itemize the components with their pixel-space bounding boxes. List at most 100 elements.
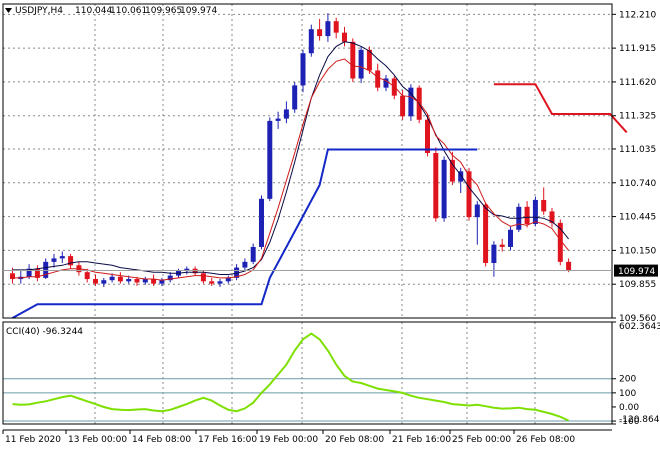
time-tick-label: 17 Feb 16:00 <box>198 435 257 445</box>
candle-body <box>449 159 455 182</box>
time-tick-label: 21 Feb 16:00 <box>392 435 451 445</box>
candles <box>10 13 572 288</box>
candle-body <box>159 280 165 284</box>
candle-body <box>366 49 372 71</box>
cci-tick-label: 100 <box>619 389 636 399</box>
time-tick-label: 14 Feb 08:00 <box>132 435 191 445</box>
candle-body <box>541 199 547 212</box>
ohlc-low: 109.965 <box>145 6 182 16</box>
current-price-tag <box>614 264 658 277</box>
candle-body <box>225 277 231 282</box>
pane-frames <box>2 3 613 431</box>
cci-level-lines <box>3 378 612 422</box>
candle-body <box>200 273 206 282</box>
candle-body <box>350 41 356 79</box>
cci-label: CCI(40) -96.3244 <box>6 327 83 337</box>
candle-body <box>93 279 98 284</box>
price-tick-label: 110.740 <box>619 179 656 189</box>
candle-body <box>566 261 572 272</box>
candle-body <box>184 268 190 272</box>
candle-body <box>43 261 49 278</box>
cci-tick-label: -120.8646 <box>619 415 660 425</box>
candle-body <box>499 244 505 247</box>
candle-body <box>142 279 148 283</box>
candle-body <box>532 199 538 225</box>
candle-body <box>458 171 464 182</box>
candle-body <box>68 256 74 266</box>
candle-body <box>491 244 497 263</box>
candle-body <box>167 275 173 281</box>
candle-body <box>51 258 57 262</box>
support-step-line <box>12 148 478 319</box>
time-tick-label: 13 Feb 00:00 <box>68 435 127 445</box>
time-tick-label: 20 Feb 08:00 <box>325 435 384 445</box>
candle-body <box>109 276 115 281</box>
price-tick-label: 109.855 <box>619 280 656 290</box>
time-axis: 11 Feb 2020 13 Feb 00:00 14 Feb 08:00 17 Fe… <box>2 430 575 445</box>
candle-body <box>425 119 430 153</box>
price-tick-label: 110.150 <box>619 246 656 256</box>
dropdown-triangle-icon[interactable] <box>5 8 12 13</box>
ohlc-close: 109.974 <box>180 6 217 16</box>
time-tick-label: 26 Feb 08:00 <box>516 435 575 445</box>
candle-body <box>549 211 555 223</box>
time-tick-label: 11 Feb 2020 <box>5 435 61 445</box>
candle-body <box>466 171 472 218</box>
cci-line <box>12 332 570 422</box>
price-tick-label: 111.325 <box>619 112 656 122</box>
candle-body <box>84 272 90 280</box>
current-price-value: 109.974 <box>618 267 655 277</box>
cci-tick-label: 0.00 <box>619 403 639 413</box>
candle-body <box>101 280 107 284</box>
candle-body <box>151 279 157 284</box>
price-pane-frame <box>2 3 613 319</box>
candle-body <box>259 198 264 247</box>
ohlc-high: 110.061 <box>110 6 147 16</box>
candle-body <box>217 281 223 284</box>
indicator-lines <box>12 41 628 319</box>
candle-body <box>524 206 530 225</box>
cci-tick-label: 602.3643 <box>619 322 660 332</box>
candle-body <box>275 118 281 121</box>
price-tick-label: 109.560 <box>619 314 656 324</box>
candle-body <box>342 32 347 42</box>
price-tick-label: 110.445 <box>619 213 656 223</box>
cci-pane-frame <box>2 321 613 425</box>
time-tick-label: 19 Feb 00:00 <box>259 435 318 445</box>
candle-body <box>325 21 331 37</box>
candle-body <box>250 246 256 262</box>
candle-body <box>300 53 306 86</box>
symbol-label: USDJPY,H4 <box>15 6 63 16</box>
cci-tick-label: 200 <box>619 375 636 385</box>
candle-body <box>242 261 248 268</box>
candle-body <box>508 229 513 247</box>
candle-body <box>375 70 381 88</box>
candle-body <box>441 159 447 219</box>
candle-body <box>10 273 15 280</box>
candle-body <box>234 267 240 278</box>
ohlc-open: 110.044 <box>75 6 112 16</box>
candle-body <box>333 21 339 33</box>
price-axis: 112.210 111.915 111.620 111.325 111.035 110.7… <box>612 10 656 324</box>
candle-body <box>134 279 140 283</box>
candle-body <box>358 49 364 79</box>
candle-body <box>383 78 389 88</box>
price-tick-label: 111.035 <box>619 145 656 155</box>
price-tick-label: 111.915 <box>619 44 656 54</box>
candle-body <box>483 204 489 263</box>
cci-axis: 602.3643 200 100 0.00 -100-120.8646 <box>612 321 660 427</box>
candle-body <box>474 204 480 218</box>
candle-body <box>59 256 65 259</box>
price-tick-label: 111.620 <box>619 78 656 88</box>
candle-body <box>408 87 414 117</box>
candle-body <box>400 95 406 117</box>
cci-line-group <box>12 332 570 422</box>
moving-average-fast <box>12 58 569 281</box>
cci-tick-label: -100 <box>619 417 640 427</box>
candle-body <box>126 279 132 282</box>
candle-body <box>26 268 32 277</box>
price-tick-label: 112.210 <box>619 10 656 20</box>
moving-average-slow <box>12 41 569 275</box>
